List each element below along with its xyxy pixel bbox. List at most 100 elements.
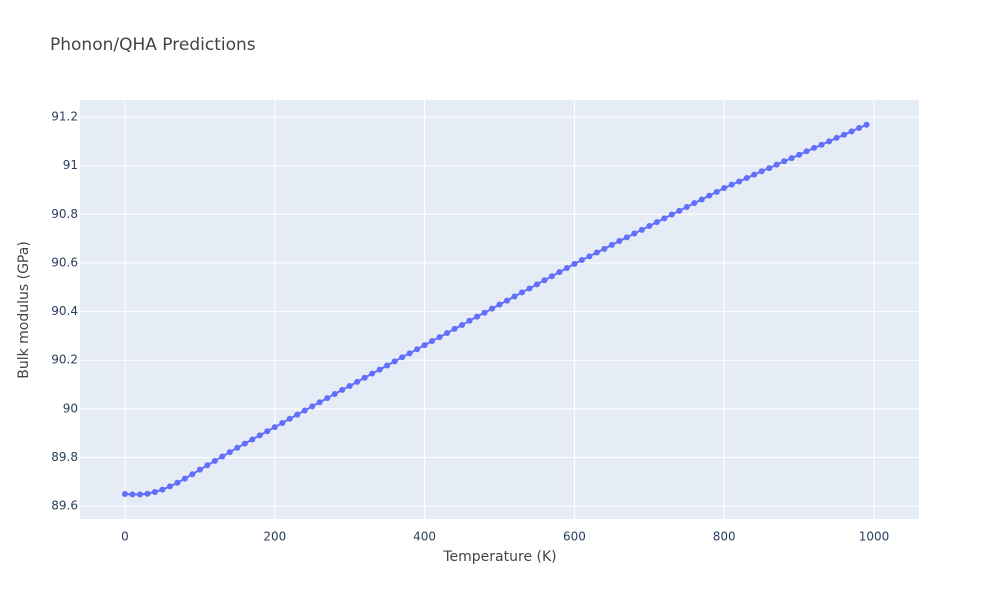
point [166,483,173,490]
point [796,151,803,158]
point [466,317,473,324]
point [683,203,690,210]
point [339,386,346,393]
point [743,175,750,182]
point [586,253,593,260]
point [766,165,773,172]
point [324,395,331,402]
x-tick-label: 0 [121,530,129,544]
point [781,158,788,165]
point [241,440,248,447]
line [124,123,867,496]
point [638,226,645,233]
point [279,419,286,426]
point [361,374,368,381]
point [436,334,443,341]
point [751,171,758,178]
point [196,466,203,473]
point [391,358,398,365]
point [811,144,818,151]
point [151,489,158,496]
point [623,234,630,241]
point [706,192,713,199]
point [803,148,810,155]
point [826,138,833,145]
point [496,301,503,308]
point [661,215,668,222]
point [593,249,600,256]
point [181,475,188,482]
x-axis-title: Temperature (K) [442,549,556,565]
point [136,491,143,498]
point [286,415,293,422]
y-tick-label: 91 [63,158,78,172]
point [234,444,241,451]
point [691,200,698,207]
point [668,211,675,218]
point [384,362,391,369]
y-tick-label: 90.4 [51,304,78,318]
point [563,265,570,272]
point [474,313,481,320]
point [489,305,496,312]
point [758,168,765,175]
point [294,411,301,418]
point [271,424,278,431]
point [578,257,585,264]
point [301,407,308,414]
point [256,432,263,439]
point [616,238,623,245]
marks [121,121,870,498]
point [309,403,316,410]
point [833,134,840,141]
point [144,490,151,497]
point [406,350,413,357]
x-tick-label: 600 [563,530,586,544]
x-tick-label: 400 [413,530,436,544]
point [541,277,548,284]
point [459,321,466,328]
point [713,188,720,195]
y-tick-label: 91.2 [51,110,78,124]
point [841,131,848,138]
point [189,471,196,478]
point [354,378,361,385]
point [346,382,353,389]
point [376,366,383,373]
point [526,285,533,292]
chart-title: Phonon/QHA Predictions [50,35,256,55]
point [331,391,338,398]
point [788,155,795,162]
point [511,293,518,300]
point [204,462,211,469]
point [421,342,428,349]
y-tick-label: 90 [63,401,78,415]
point [608,241,615,248]
point [249,436,256,443]
point [548,273,555,280]
point [676,207,683,214]
point [698,196,705,203]
point [211,457,218,464]
y-tick-label: 90.2 [51,353,78,367]
point [856,124,863,131]
y-tick-label: 89.8 [51,450,78,464]
point [219,453,226,460]
point [818,141,825,148]
plot-area [80,100,919,519]
point [646,222,653,229]
point [369,370,376,377]
x-tick-label: 200 [263,530,286,544]
point [721,185,728,192]
y-tick-label: 89.6 [51,499,78,513]
point [533,281,540,288]
point [264,428,271,435]
point [451,325,458,332]
y-axis-title: Bulk modulus (GPa) [16,241,32,379]
point [444,329,451,336]
point [174,479,181,486]
point [653,219,660,226]
point [556,269,563,276]
point [414,346,421,353]
